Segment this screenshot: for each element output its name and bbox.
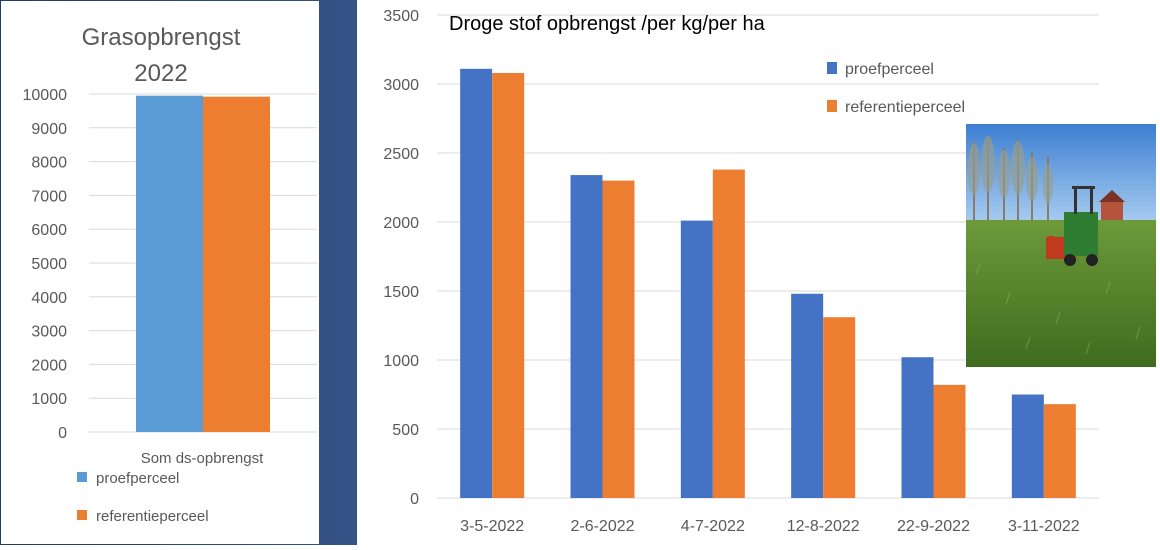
y-tick-label: 8000 <box>31 155 67 172</box>
legend-swatch-proefperceel <box>77 472 87 482</box>
right-chart-title: Droge stof opbrengst /per kg/per ha <box>449 13 766 35</box>
y-tick-label: 2000 <box>31 357 67 374</box>
y-tick-label: 5000 <box>31 256 67 273</box>
x-tick-label: 3-5-2022 <box>460 518 524 535</box>
legend-swatch-referentieperceel <box>827 100 837 112</box>
bar-proefperceel <box>1011 394 1044 498</box>
bar-referentieperceel <box>712 169 745 498</box>
bar-proefperceel <box>570 175 603 498</box>
left-chart: Grasopbrengst 2022 0 1000 2000 3000 4000 5000… <box>23 24 317 525</box>
y-tick-label: 4000 <box>31 290 67 307</box>
y-tick-label: 3500 <box>383 8 419 25</box>
left-category-label: Som ds-opbrengst <box>141 450 264 467</box>
left-chart-title-line1: Grasopbrengst <box>82 24 241 51</box>
legend-label-proefperceel: proefperceel <box>845 61 934 78</box>
legend-swatch-proefperceel <box>827 62 837 74</box>
bar-proefperceel <box>680 220 713 498</box>
x-tick-label: 22-9-2022 <box>897 518 970 535</box>
y-tick-label: 1000 <box>31 391 67 408</box>
x-tick-label: 12-8-2022 <box>787 518 860 535</box>
bar-referentieperceel <box>1043 404 1076 498</box>
x-tick-label: 2-6-2022 <box>570 518 634 535</box>
left-chart-panel: Grasopbrengst 2022 0 1000 2000 3000 4000 5000… <box>1 1 319 544</box>
y-tick-label: 2000 <box>383 215 419 232</box>
y-tick-label: 500 <box>392 422 419 439</box>
y-tick-label: 0 <box>410 491 419 508</box>
y-tick-label: 10000 <box>23 87 68 104</box>
x-tick-label: 4-7-2022 <box>681 518 745 535</box>
left-chart-title-line2: 2022 <box>134 60 187 87</box>
y-tick-label: 2500 <box>383 146 419 163</box>
legend-label-proefperceel: proefperceel <box>96 470 179 487</box>
legend-swatch-referentieperceel <box>77 510 87 520</box>
y-tick-label: 3000 <box>31 324 67 341</box>
y-tick-label: 9000 <box>31 121 67 138</box>
y-tick-label: 1500 <box>383 284 419 301</box>
legend-label-referentieperceel: referentieperceel <box>845 99 965 116</box>
bar-referentieperceel <box>203 96 270 432</box>
y-tick-label: 3000 <box>383 77 419 94</box>
bar-proefperceel <box>136 95 203 432</box>
x-tick-label: 3-11-2022 <box>1008 518 1080 535</box>
bar-referentieperceel <box>823 317 856 498</box>
bar-referentieperceel <box>492 72 525 499</box>
y-tick-label: 6000 <box>31 222 67 239</box>
bar-proefperceel <box>791 293 824 498</box>
y-tick-label: 0 <box>58 425 67 442</box>
bar-proefperceel <box>460 68 493 498</box>
y-tick-label: 1000 <box>383 353 419 370</box>
legend-label-referentieperceel: referentieperceel <box>96 508 209 525</box>
grass-field-photo <box>966 124 1156 367</box>
bar-referentieperceel <box>933 384 966 498</box>
bar-proefperceel <box>901 357 934 498</box>
y-tick-label: 7000 <box>31 188 67 205</box>
bar-referentieperceel <box>602 180 635 498</box>
